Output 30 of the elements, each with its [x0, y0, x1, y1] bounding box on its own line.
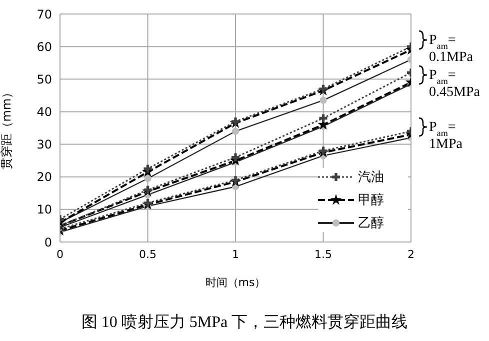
legend-label: 乙醇 — [358, 214, 384, 232]
text: P$_{am}$=1MPa — [429, 120, 464, 152]
y-tick-label: 20 — [36, 170, 52, 184]
legend-label: 汽油 — [358, 168, 384, 186]
x-tick-label: 2 — [408, 248, 414, 261]
y-tick-label: 70 — [36, 7, 52, 22]
text: P$_{am}$=0.1MPa — [429, 33, 474, 65]
x-tick-label: 0.5 — [139, 248, 156, 261]
x-tick-label: 0 — [56, 248, 64, 261]
point — [231, 153, 240, 162]
point — [231, 176, 240, 184]
x-tick-label: 1.5 — [314, 248, 332, 261]
text: 图 10 喷射压力 5MPa 下，三种燃料贯穿距曲线 — [80, 312, 409, 333]
y-tick-label: 30 — [36, 138, 52, 152]
point — [319, 146, 328, 155]
point — [319, 114, 328, 122]
point — [144, 186, 152, 194]
y-tick-label: 0 — [44, 235, 52, 250]
y-tick-label: 60 — [36, 40, 52, 54]
y-tick-label: 10 — [36, 202, 52, 217]
point — [319, 84, 328, 93]
point — [144, 198, 152, 207]
text: P$_{am}$=0.45MPa — [429, 68, 481, 100]
x-tick-label: 1 — [232, 248, 239, 261]
y-tick-label: 50 — [36, 72, 52, 86]
x-axis-title: 时间（ms） — [205, 276, 266, 289]
legend-label: 甲醇 — [358, 191, 384, 209]
y-axis-title: 贯穿距（mm） — [0, 86, 14, 170]
point — [144, 164, 152, 173]
y-tick-label: 40 — [36, 104, 52, 119]
